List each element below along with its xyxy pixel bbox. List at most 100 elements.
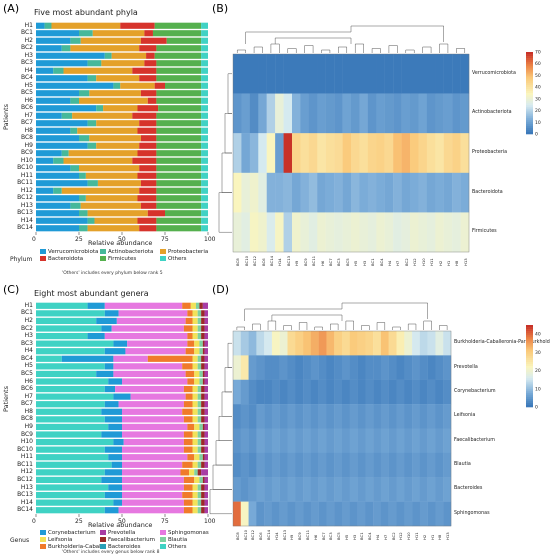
bar-segment-BC8-others (201, 135, 208, 142)
heatmap-cell-BC8-0 (233, 54, 242, 94)
heatmap-cell-BC4-4 (376, 212, 385, 253)
heatmap-cell-BC1-6 (357, 477, 366, 502)
bar-segment-H11-sphingomonas (122, 454, 188, 461)
bar-segment-H12-faecalibacterium (197, 469, 202, 476)
column-dendrogram (236, 302, 448, 330)
y-tick-label: H6 (24, 96, 33, 104)
heatmap-cell-H6-4 (317, 212, 326, 253)
bar-segment-BC3-burkholderia-caball- (187, 340, 195, 347)
heatmap-cell-H2-4 (419, 428, 428, 454)
dendrogram-link (221, 391, 232, 417)
heatmap-cell-H11-6 (412, 477, 421, 502)
bar-segment-BC1-prevotella (204, 310, 208, 317)
dendrogram-link (252, 323, 261, 330)
colorbar-step (526, 398, 533, 402)
y-tick-label: H6 (24, 377, 33, 385)
colorbar-step (526, 331, 533, 334)
heatmap-row-label: Sphingomonas (454, 510, 490, 516)
heatmap-cell-H13-5 (443, 452, 452, 478)
heatmap-cell-BC1-2 (367, 133, 377, 173)
bar-segment-H5-actinobacteriota (113, 82, 121, 89)
heatmap-cell-BC3-4 (334, 212, 343, 253)
bar-segment-H6-burkholderia-caball- (187, 378, 195, 385)
heatmap-cell-BC4-6 (365, 477, 374, 502)
colorbar-step (526, 121, 533, 125)
bar-segment-BC4-firmicutes (156, 75, 202, 82)
bar-segment-H7-actinobacteriota (61, 112, 73, 119)
heatmap-cell-BC10-4 (241, 212, 251, 253)
y-tick-label: H12 (20, 468, 33, 476)
bar-segment-H10-corynebacterium (113, 438, 124, 446)
legend-label: Corynebacterium (48, 530, 96, 536)
colorbar-step (526, 123, 533, 127)
bar-segment-H11-others (201, 172, 208, 179)
y-tick-label: H4 (24, 66, 33, 74)
heatmap-cell-BC7-1 (318, 355, 327, 380)
bar-segment-H5-prevotella (204, 363, 208, 370)
legend-swatch (160, 544, 166, 549)
heatmap-cell-H13-2 (460, 133, 470, 173)
legend-label: Burkholderia-Caball. (48, 544, 104, 550)
heatmap-cell-BC14-3 (264, 404, 273, 429)
heatmap-cell-BC2-2 (388, 379, 397, 405)
heatmap-cells (233, 54, 470, 253)
bar-segment-H6-actinobacteriota (70, 97, 79, 104)
colorbar-tick-label: 10 (535, 386, 541, 392)
bar-segment-BC10-others (36, 446, 105, 453)
colorbar-step (526, 127, 533, 131)
bar-segment-BC1-faecalibacterium (201, 310, 205, 317)
bar-segment-BC5-bacteroidota (140, 90, 157, 97)
heatmap-cell-H12-4 (410, 212, 419, 253)
heatmap-cell-H2-2 (435, 133, 444, 173)
heatmap-column-label: BC10 (242, 529, 248, 540)
heatmap-cell-H2-2 (419, 379, 428, 405)
heatmap-cell-H7-3 (380, 404, 389, 429)
heatmap-cell-BC6-1 (258, 93, 267, 134)
heatmap-cell-H4-5 (373, 452, 382, 478)
bar-segment-H1-burkholderia-caball- (182, 302, 191, 309)
bar-segment-BC4-proteobacteria (96, 75, 140, 82)
bar-segment-BC14-bacteroidota (139, 225, 157, 232)
bar-segment-BC8-actinobacteriota (79, 135, 90, 142)
bar-segment-H7-bacteroidota (132, 112, 157, 119)
heatmap-cell-H6-0 (317, 54, 326, 94)
legend-swatch (160, 256, 166, 261)
heatmap-cell-H13-1 (460, 93, 470, 134)
heatmap-cell-BC14-2 (264, 379, 273, 405)
heatmap-cell-BC7-3 (318, 404, 327, 429)
colorbar-step (526, 325, 533, 328)
heatmap-cell-H9-0 (287, 331, 296, 356)
heatmap-cell-BC13-4 (283, 212, 293, 253)
heatmap-row-label: Faecalibacterium (454, 437, 495, 443)
dendrogram-link (236, 49, 246, 53)
heatmap-cell-BC14-1 (266, 93, 276, 134)
heatmap-cell-H14-2 (275, 133, 284, 173)
legend-item: Leifsonia (40, 537, 72, 543)
heatmap-cell-BC8-4 (233, 212, 242, 253)
y-tick-label: BC13 (17, 491, 33, 499)
legend-label: Verrucomicrobiota (48, 249, 99, 255)
legend-swatch (40, 530, 46, 535)
bar-segment-H8-verrucomicrobiota (36, 127, 71, 134)
y-tick-label: H11 (20, 453, 33, 461)
colorbar-step (526, 343, 533, 346)
heatmap-cell-BC13-1 (279, 355, 288, 380)
heatmap-column-label: BC8 (234, 532, 240, 540)
bar-segment-H1-blautia (195, 302, 200, 309)
heatmap-cell-BC7-2 (325, 133, 335, 173)
heatmap-cell-BC9-5 (295, 452, 304, 478)
colorbar-step (526, 327, 533, 330)
bar-segment-BC14-prevotella (204, 507, 208, 514)
heatmap-cell-BC7-2 (318, 379, 327, 405)
heatmap-column-label: BC12 (250, 529, 256, 540)
bar-segment-H11-actinobacteriota (79, 172, 86, 179)
bar-segment-H3-prevotella (204, 332, 208, 340)
heatmap-cell-BC3-6 (326, 477, 335, 502)
colorbar-step (526, 113, 533, 116)
bar-segment-BC13-others (201, 210, 208, 217)
colorbar-step (526, 402, 533, 406)
legend-swatch (160, 249, 166, 254)
heatmap-cell-BC2-3 (401, 172, 411, 213)
colorbar-step (526, 382, 533, 385)
dendrogram-link (274, 37, 352, 44)
